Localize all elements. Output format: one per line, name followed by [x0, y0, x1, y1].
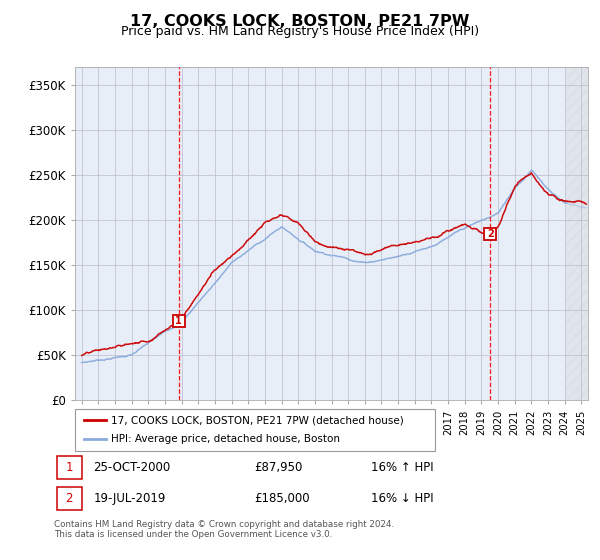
Text: £87,950: £87,950: [254, 461, 303, 474]
Text: 16% ↓ HPI: 16% ↓ HPI: [371, 492, 433, 505]
Text: 25-OCT-2000: 25-OCT-2000: [94, 461, 171, 474]
Bar: [566, 67, 590, 400]
FancyBboxPatch shape: [56, 456, 82, 479]
Text: Contains HM Land Registry data © Crown copyright and database right 2024.
This d: Contains HM Land Registry data © Crown c…: [54, 520, 394, 539]
FancyBboxPatch shape: [75, 409, 435, 451]
Text: £185,000: £185,000: [254, 492, 310, 505]
Text: 17, COOKS LOCK, BOSTON, PE21 7PW: 17, COOKS LOCK, BOSTON, PE21 7PW: [130, 14, 470, 29]
Text: 2: 2: [487, 229, 494, 239]
Text: 1: 1: [65, 461, 73, 474]
Text: 19-JUL-2019: 19-JUL-2019: [94, 492, 166, 505]
Text: 2: 2: [65, 492, 73, 505]
Text: 16% ↑ HPI: 16% ↑ HPI: [371, 461, 433, 474]
Text: Price paid vs. HM Land Registry's House Price Index (HPI): Price paid vs. HM Land Registry's House …: [121, 25, 479, 38]
Text: 17, COOKS LOCK, BOSTON, PE21 7PW (detached house): 17, COOKS LOCK, BOSTON, PE21 7PW (detach…: [111, 415, 404, 425]
Text: HPI: Average price, detached house, Boston: HPI: Average price, detached house, Bost…: [111, 435, 340, 445]
Text: 1: 1: [175, 316, 182, 326]
FancyBboxPatch shape: [56, 487, 82, 510]
